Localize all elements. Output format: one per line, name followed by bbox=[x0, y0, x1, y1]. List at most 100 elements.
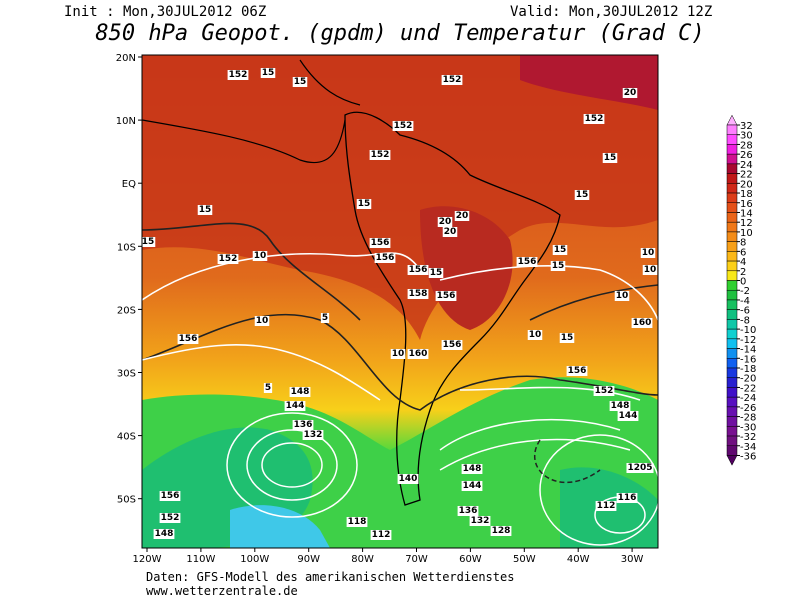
contour-label: 15 bbox=[552, 261, 565, 271]
contour-label: 160 bbox=[633, 318, 652, 328]
contour-label: 15 bbox=[576, 190, 589, 200]
contour-label: 156 bbox=[179, 334, 198, 344]
contour-label-box bbox=[197, 205, 213, 215]
colorbar-label: -16 bbox=[740, 354, 756, 365]
contour-label-box bbox=[593, 386, 615, 396]
contour-label: 15 bbox=[358, 199, 371, 209]
contour-label-box bbox=[392, 121, 414, 131]
colorbar-label: -6 bbox=[740, 306, 750, 317]
contour-label-box bbox=[302, 430, 324, 440]
contour-label-box bbox=[374, 253, 396, 263]
colorbar-label: 24 bbox=[740, 160, 753, 171]
x-tick-label: 100W bbox=[240, 554, 269, 565]
colorbar-label: 4 bbox=[740, 257, 746, 268]
contour-label: 10 bbox=[529, 330, 542, 340]
colorbar-label: -2 bbox=[740, 286, 750, 297]
colorbar-label: -4 bbox=[740, 296, 750, 307]
colorbar-label: 30 bbox=[740, 131, 753, 142]
colorbar-label: -30 bbox=[740, 422, 756, 433]
contour-label-box bbox=[441, 340, 463, 350]
contour-label: 148 bbox=[463, 464, 482, 474]
contour-label: 10 bbox=[616, 291, 629, 301]
contour-label-box bbox=[407, 349, 429, 359]
contour-label: 160 bbox=[409, 349, 428, 359]
contour-label: 144 bbox=[286, 401, 305, 411]
y-tick-label: 30S bbox=[117, 369, 136, 380]
contour-label: 148 bbox=[155, 529, 174, 539]
colorbar-box bbox=[726, 202, 738, 213]
contour-label: 156 bbox=[161, 491, 180, 501]
contour-label: 152 bbox=[371, 150, 390, 160]
contour-label-box bbox=[454, 211, 470, 221]
colorbar-label: -26 bbox=[740, 403, 756, 414]
contour-label: 158 bbox=[409, 289, 428, 299]
colorbar-box bbox=[726, 406, 738, 417]
colorbar-box bbox=[726, 299, 738, 310]
contour-label-box bbox=[227, 70, 249, 80]
y-tick-label: 50S bbox=[117, 495, 136, 506]
colorbar-box bbox=[726, 367, 738, 378]
contour-label: 10 bbox=[256, 316, 269, 326]
colorbar-box bbox=[726, 231, 738, 242]
x-tick-label: 60W bbox=[459, 554, 482, 565]
contour-label-box bbox=[640, 248, 656, 258]
contour-label-box bbox=[457, 506, 479, 516]
contour-label-box bbox=[617, 411, 639, 421]
contour-label-box bbox=[292, 77, 308, 87]
contour-label-box bbox=[407, 265, 429, 275]
contour-label-box bbox=[397, 474, 419, 484]
contour-label-box bbox=[346, 517, 368, 527]
valid-time: Valid: Mon,30JUL2012 12Z bbox=[510, 4, 712, 20]
contour-label: 136 bbox=[294, 420, 313, 430]
colorbar-label: -24 bbox=[740, 393, 756, 404]
contour-label: 1205 bbox=[627, 463, 652, 473]
contour-label: 156 bbox=[437, 291, 456, 301]
colorbar-label: -36 bbox=[740, 451, 756, 462]
contour-label-box bbox=[441, 75, 463, 85]
contour-label-box bbox=[550, 261, 566, 271]
contour-label-box bbox=[490, 526, 512, 536]
contour-label-box bbox=[622, 88, 638, 98]
contour-label-box bbox=[461, 481, 483, 491]
contour-label-box bbox=[527, 330, 543, 340]
x-tick-label: 90W bbox=[297, 554, 320, 565]
colorbar-box bbox=[726, 338, 738, 349]
contour-label: 15 bbox=[262, 68, 275, 78]
contour-label: 152 bbox=[229, 70, 248, 80]
colorbar-label: 28 bbox=[740, 140, 753, 151]
x-tick-label: 70W bbox=[405, 554, 428, 565]
contour-label: 15 bbox=[604, 153, 617, 163]
contour-label-box bbox=[642, 265, 658, 275]
contour-label: 152 bbox=[595, 386, 614, 396]
colorbar-box bbox=[726, 387, 738, 398]
colorbar-box bbox=[726, 319, 738, 330]
contour-label: 156 bbox=[371, 238, 390, 248]
contour-label-box bbox=[153, 529, 175, 539]
x-tick-label: 80W bbox=[351, 554, 374, 565]
contour-label-box bbox=[516, 257, 538, 267]
contour-label: 112 bbox=[372, 530, 391, 540]
colorbar-label: -32 bbox=[740, 432, 756, 443]
colorbar-box bbox=[726, 445, 738, 456]
x-tick-label: 110W bbox=[186, 554, 215, 565]
colorbar-label: -20 bbox=[740, 374, 756, 385]
colorbar-box bbox=[726, 251, 738, 262]
colorbar-box bbox=[726, 270, 738, 281]
contour-label: 128 bbox=[492, 526, 511, 536]
contour-label: 152 bbox=[219, 254, 238, 264]
y-tick-label: EQ bbox=[122, 179, 136, 190]
contour-label: 20 bbox=[439, 217, 452, 227]
contour-label-box bbox=[159, 513, 181, 523]
colorbar-box bbox=[726, 183, 738, 194]
y-tick-label: 10N bbox=[116, 116, 136, 127]
colorbar-label: 18 bbox=[740, 189, 753, 200]
y-tick-label: 40S bbox=[117, 432, 136, 443]
contour-label-box bbox=[437, 217, 453, 227]
y-tick-label: 20N bbox=[116, 53, 136, 64]
contour-label-box bbox=[461, 464, 483, 474]
colorbar-box bbox=[726, 212, 738, 223]
colorbar-box bbox=[726, 280, 738, 291]
contour-label-box bbox=[369, 150, 391, 160]
colorbar-label: 8 bbox=[740, 238, 746, 249]
